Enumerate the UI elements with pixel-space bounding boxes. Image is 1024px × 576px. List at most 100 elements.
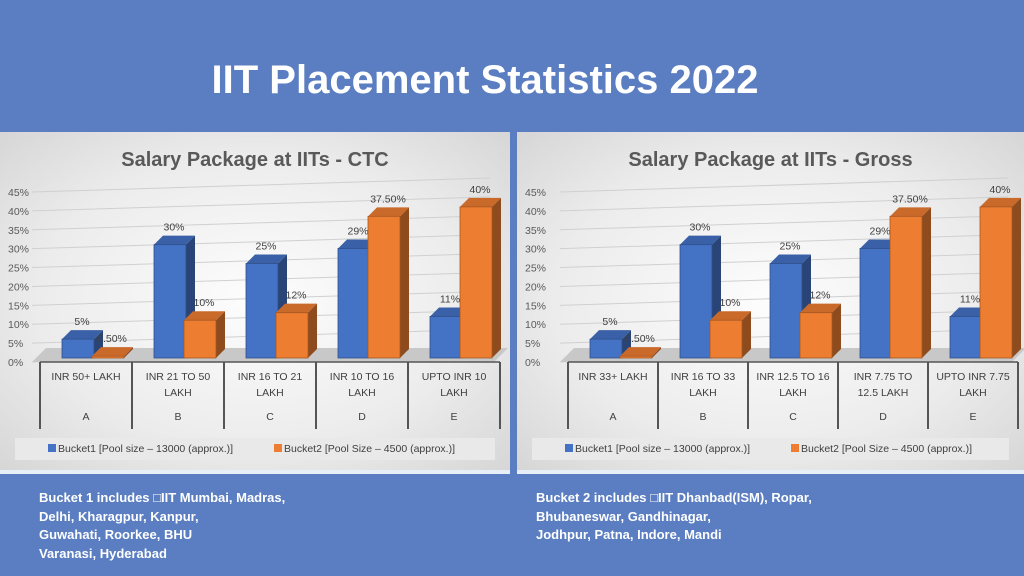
y-tick-label: 0% bbox=[525, 357, 540, 369]
category-label: INR 16 TO 33 bbox=[671, 371, 736, 383]
legend-entry: Bucket1 [Pool size – 13000 (approx.)] bbox=[58, 443, 233, 455]
category-label: LAKH bbox=[689, 387, 716, 399]
bar-bucket2 bbox=[889, 215, 923, 359]
category-label: INR 16 TO 21 bbox=[238, 371, 303, 383]
bar-bucket1 bbox=[589, 338, 623, 359]
data-label: 37.50% bbox=[370, 193, 406, 205]
data-label: 0.50% bbox=[625, 333, 655, 345]
y-tick-label: 40% bbox=[525, 206, 546, 218]
data-label: 40% bbox=[989, 184, 1010, 196]
y-tick-label: 45% bbox=[8, 187, 29, 199]
category-letter: C bbox=[266, 411, 274, 423]
bar-bucket1 bbox=[245, 263, 279, 359]
category-label: INR 50+ LAKH bbox=[51, 371, 120, 383]
bar-bucket2 bbox=[799, 312, 833, 359]
data-label: 30% bbox=[689, 222, 710, 234]
note-line: Varanasi, Hyderabad bbox=[39, 545, 167, 561]
bar-bucket2 bbox=[459, 206, 493, 359]
bar-side bbox=[922, 207, 931, 358]
data-label: 10% bbox=[193, 297, 214, 309]
y-tick-label: 15% bbox=[525, 300, 546, 312]
data-label: 5% bbox=[602, 316, 617, 328]
category-label: UPTO INR 7.75 bbox=[936, 371, 1009, 383]
legend-swatch bbox=[274, 444, 282, 452]
legend-box bbox=[532, 438, 1009, 460]
bar-top bbox=[276, 303, 317, 313]
bar-side bbox=[742, 311, 751, 358]
bar-top bbox=[890, 207, 931, 217]
y-tick-label: 20% bbox=[8, 281, 29, 293]
gridline bbox=[559, 215, 1009, 231]
note-line: Bucket 1 includes □IIT Mumbai, Madras, bbox=[39, 490, 286, 505]
bucket1-note: Bucket 1 includes □IIT Mumbai, Madras, D… bbox=[39, 489, 285, 563]
bar-top bbox=[154, 235, 195, 245]
gridline bbox=[31, 196, 491, 212]
bar-top bbox=[460, 197, 501, 207]
category-letter: B bbox=[699, 411, 706, 423]
note-line: Delhi, Kharagpur, Kanpur, bbox=[39, 508, 199, 524]
y-tick-label: 35% bbox=[525, 225, 546, 237]
gridline bbox=[31, 234, 491, 250]
gridline bbox=[31, 215, 491, 231]
y-tick-label: 0% bbox=[8, 357, 23, 369]
data-label: 12% bbox=[285, 290, 306, 302]
data-label: 29% bbox=[347, 225, 368, 237]
category-label: LAKH bbox=[164, 387, 191, 399]
data-label: 25% bbox=[255, 241, 276, 253]
legend-swatch bbox=[48, 444, 56, 452]
data-label: 10% bbox=[719, 297, 740, 309]
bar-side bbox=[492, 197, 501, 358]
legend-swatch bbox=[565, 444, 573, 452]
category-letter: A bbox=[609, 411, 616, 423]
bar-top bbox=[620, 347, 661, 357]
page-title: IIT Placement Statistics 2022 bbox=[211, 58, 759, 102]
bar-top bbox=[770, 254, 811, 264]
data-label: 29% bbox=[869, 225, 890, 237]
bar-bucket2 bbox=[619, 355, 653, 359]
data-label: 12% bbox=[809, 290, 830, 302]
bar-side bbox=[832, 303, 841, 358]
y-tick-label: 25% bbox=[525, 263, 546, 275]
bar-side bbox=[216, 311, 225, 358]
category-label: LAKH bbox=[959, 387, 986, 399]
gridline bbox=[559, 234, 1009, 250]
y-tick-label: 30% bbox=[8, 244, 29, 256]
y-tick-label: 40% bbox=[8, 206, 29, 218]
legend-entry: Bucket2 [Pool Size – 4500 (approx.)] bbox=[284, 443, 455, 455]
bar-top bbox=[246, 254, 287, 264]
y-tick-label: 25% bbox=[8, 263, 29, 275]
chart-ctc: Salary Package at IITs - CTC 0% 5% 10% 15% 20… bbox=[0, 132, 510, 474]
note-line: Jodhpur, Patna, Indore, Mandi bbox=[536, 527, 722, 542]
bar-bucket2 bbox=[91, 355, 125, 359]
bar-side bbox=[308, 303, 317, 358]
y-tick-label: 10% bbox=[8, 319, 29, 331]
category-letter: B bbox=[174, 411, 181, 423]
category-label: INR 33+ LAKH bbox=[578, 371, 647, 383]
category-label: INR 12.5 TO 16 bbox=[756, 371, 829, 383]
legend-entry: Bucket2 [Pool Size – 4500 (approx.)] bbox=[801, 443, 972, 455]
note-line: Guwahati, Roorkee, BHU bbox=[39, 527, 193, 542]
category-label: INR 10 TO 16 bbox=[330, 371, 395, 383]
note-line: Bhubaneswar, Gandhinagar, bbox=[536, 508, 711, 524]
bar-side bbox=[124, 347, 133, 358]
chart-gross: Salary Package at IITs - Gross 0% 5% 10% 15%… bbox=[517, 132, 1024, 474]
bar-top bbox=[368, 207, 409, 217]
category-label: LAKH bbox=[348, 387, 375, 399]
bar-bucket1 bbox=[61, 338, 95, 359]
category-label: INR 7.75 TO bbox=[854, 371, 913, 383]
bar-bucket1 bbox=[859, 248, 893, 359]
bar-top bbox=[800, 303, 841, 313]
bar-top bbox=[62, 330, 103, 340]
legend-box bbox=[15, 438, 495, 460]
bar-side bbox=[652, 347, 661, 358]
bar-bucket2 bbox=[709, 319, 743, 359]
bar-side bbox=[400, 207, 409, 358]
bar-bucket1 bbox=[337, 248, 371, 359]
y-tick-label: 10% bbox=[525, 319, 546, 331]
data-label: 30% bbox=[163, 222, 184, 234]
y-tick-label: 45% bbox=[525, 187, 546, 199]
bar-top bbox=[184, 311, 225, 321]
bar-side bbox=[1012, 197, 1021, 358]
gridline bbox=[559, 177, 1009, 193]
data-label: 11% bbox=[440, 293, 460, 305]
